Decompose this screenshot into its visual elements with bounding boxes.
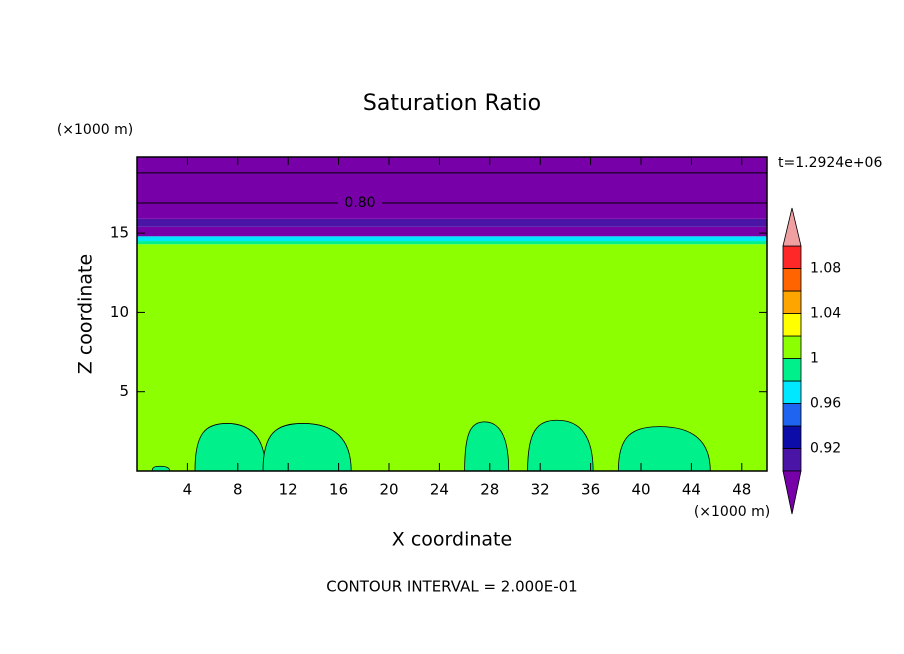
- colorbar-box: [782, 425, 802, 449]
- colorbar-box: [782, 313, 802, 337]
- contour-cell: [527, 419, 594, 472]
- colorbar-box: [782, 290, 802, 314]
- contour-cell: [194, 423, 266, 472]
- x-tick-label: 48: [732, 481, 751, 499]
- x-tick-label: 28: [480, 481, 499, 499]
- y-tick-label: 15: [110, 224, 129, 242]
- colorbar-over: [782, 207, 802, 247]
- x-tick-label: 40: [631, 481, 650, 499]
- chart-title: Saturation Ratio: [363, 91, 541, 116]
- x-tick-label: 44: [682, 481, 701, 499]
- time-label: t=1.2924e+06: [778, 155, 882, 171]
- contour-cell: [151, 465, 171, 472]
- x-tick-label: 32: [531, 481, 550, 499]
- contour-cell: [464, 421, 510, 472]
- x-tick-label: 8: [233, 481, 243, 499]
- x-tick-label: 36: [581, 481, 600, 499]
- colorbar-box: [782, 380, 802, 404]
- y-unit: (×1000 m): [57, 122, 133, 138]
- colorbar-box: [782, 403, 802, 427]
- x-unit: (×1000 m): [694, 504, 770, 520]
- y-axis-label: Z coordinate: [75, 254, 97, 374]
- footer: CONTOUR INTERVAL = 2.000E-01: [326, 578, 577, 596]
- x-tick-label: 12: [279, 481, 298, 499]
- colorbar-box: [782, 335, 802, 359]
- y-tick-label: 5: [119, 382, 129, 400]
- x-tick-label: 4: [183, 481, 193, 499]
- x-tick-label: 16: [329, 481, 348, 499]
- y-tick-label: 10: [110, 303, 129, 321]
- plot-frame: [136, 156, 768, 472]
- colorbar-tick-label: 1.08: [810, 261, 841, 277]
- x-axis-label: X coordinate: [392, 529, 512, 551]
- contour-cell: [617, 426, 711, 472]
- colorbar-box: [782, 448, 802, 472]
- colorbar-box: [782, 358, 802, 382]
- contour-cell: [262, 423, 352, 472]
- colorbar-under: [782, 470, 802, 515]
- contour-layer: [137, 236, 767, 242]
- colorbar-box: [782, 245, 802, 269]
- contour-layer: [137, 157, 767, 219]
- contour-label: 0.80: [344, 195, 375, 211]
- contour-layer: [137, 226, 767, 237]
- contour-layer: [137, 241, 767, 245]
- colorbar-tick-label: 0.92: [810, 441, 841, 457]
- colorbar-tick-label: 1.04: [810, 306, 841, 322]
- colorbar-tick-label: 0.96: [810, 396, 841, 412]
- colorbar-box: [782, 268, 802, 292]
- x-tick-label: 24: [430, 481, 449, 499]
- colorbar-tick-label: 1: [810, 351, 819, 367]
- contour-layer: [137, 218, 767, 227]
- x-tick-label: 20: [379, 481, 398, 499]
